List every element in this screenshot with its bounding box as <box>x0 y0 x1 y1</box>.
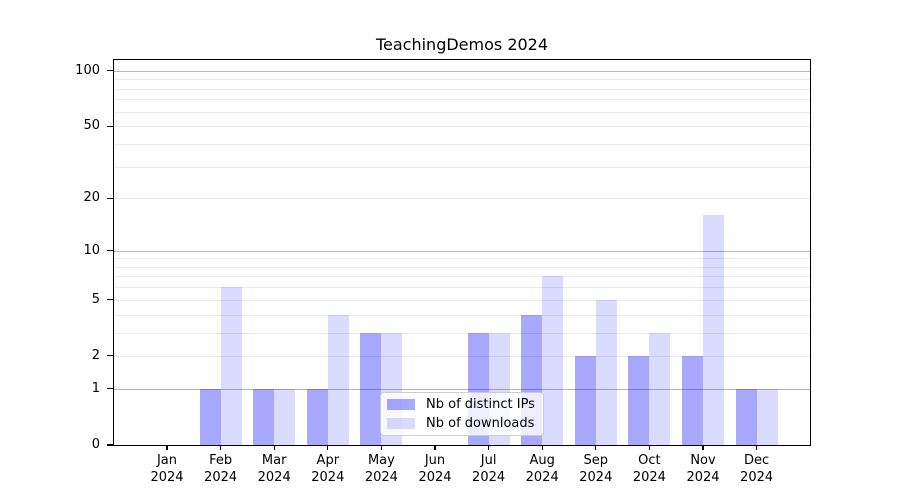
x-tick-label: Dec 2024 <box>740 453 774 485</box>
minor-gridline <box>114 258 810 260</box>
bar-downloads <box>542 276 564 445</box>
x-tick-label: Feb 2024 <box>204 453 238 485</box>
x-tick-mark <box>595 445 597 450</box>
y-tick-label: 50 <box>83 118 100 134</box>
minor-gridline <box>114 332 810 334</box>
x-tick-label: Mar 2024 <box>257 453 291 485</box>
y-tick-label: 20 <box>83 190 100 206</box>
minor-gridline <box>114 287 810 289</box>
minor-gridline <box>114 143 810 145</box>
y-tick-mark <box>107 388 113 390</box>
minor-gridline <box>114 126 810 128</box>
y-tick-mark <box>107 125 113 127</box>
bar-distinct-ips <box>574 355 596 445</box>
legend-entry-distinct-ips: Nb of distinct IPs <box>387 397 537 412</box>
x-tick-label: Nov 2024 <box>686 453 720 485</box>
minor-gridline <box>114 266 810 268</box>
y-tick-mark <box>107 249 113 252</box>
bar-distinct-ips <box>735 388 757 445</box>
bar-distinct-ips <box>682 355 703 445</box>
y-tick-mark <box>107 70 113 72</box>
minor-gridline <box>114 355 810 357</box>
minor-gridline <box>114 88 810 90</box>
bar-downloads <box>595 299 617 445</box>
minor-gridline <box>114 79 810 81</box>
bar-distinct-ips <box>360 332 382 445</box>
x-tick-mark <box>648 445 650 450</box>
minor-gridline <box>114 166 810 168</box>
x-tick-label: Apr 2024 <box>311 453 345 485</box>
legend-label-downloads: Nb of downloads <box>426 416 535 431</box>
y-tick-mark <box>107 444 113 446</box>
x-tick-label: May 2024 <box>364 453 398 485</box>
major-gridline <box>114 250 810 252</box>
major-gridline <box>114 388 810 390</box>
y-tick-label: 0 <box>91 437 100 452</box>
y-tick-label: 100 <box>75 62 100 78</box>
x-tick-label: Jun 2024 <box>418 453 452 485</box>
y-tick-label: 2 <box>91 347 100 363</box>
chart-title: TeachingDemos 2024 <box>375 35 549 54</box>
bar-distinct-ips <box>628 355 650 445</box>
y-tick-mark <box>107 197 113 199</box>
x-tick-mark <box>220 445 222 450</box>
minor-gridline <box>114 276 810 278</box>
major-gridline <box>114 70 810 72</box>
bar-distinct-ips <box>253 388 275 445</box>
legend-swatch-downloads <box>387 418 415 429</box>
legend-swatch-distinct-ips <box>387 399 415 410</box>
bar-downloads <box>756 388 778 445</box>
x-tick-label: Oct 2024 <box>632 453 666 485</box>
bar-downloads <box>649 332 671 445</box>
x-tick-mark <box>488 445 490 450</box>
x-tick-label: Jul 2024 <box>472 453 506 485</box>
x-tick-mark <box>273 445 275 450</box>
x-tick-label: Sep 2024 <box>579 453 613 485</box>
minor-gridline <box>114 314 810 316</box>
legend: Nb of distinct IPs Nb of downloads <box>380 392 544 436</box>
minor-gridline <box>114 299 810 301</box>
x-tick-mark <box>380 445 382 450</box>
minor-gridline <box>114 99 810 101</box>
bar-downloads <box>274 388 296 445</box>
x-tick-mark <box>541 445 543 450</box>
x-tick-mark <box>702 445 704 450</box>
x-tick-mark <box>756 445 758 450</box>
x-tick-mark <box>166 445 168 450</box>
bar-distinct-ips <box>199 388 221 445</box>
bar-downloads <box>327 314 349 445</box>
y-tick-mark <box>107 355 113 357</box>
x-tick-mark <box>327 445 329 450</box>
y-tick-label: 5 <box>91 291 100 307</box>
x-tick-mark <box>434 445 436 450</box>
minor-gridline <box>114 198 810 200</box>
legend-entry-downloads: Nb of downloads <box>387 416 537 431</box>
x-tick-label: Aug 2024 <box>525 453 559 485</box>
bar-distinct-ips <box>306 388 328 445</box>
y-tick-mark <box>107 299 113 301</box>
legend-label-distinct-ips: Nb of distinct IPs <box>426 397 535 412</box>
bar-downloads <box>703 215 724 445</box>
minor-gridline <box>114 111 810 113</box>
y-tick-label: 10 <box>83 242 100 258</box>
y-tick-label: 1 <box>91 380 100 396</box>
x-tick-label: Jan 2024 <box>150 453 184 485</box>
plot-area <box>113 59 811 446</box>
bar-downloads <box>220 287 242 445</box>
